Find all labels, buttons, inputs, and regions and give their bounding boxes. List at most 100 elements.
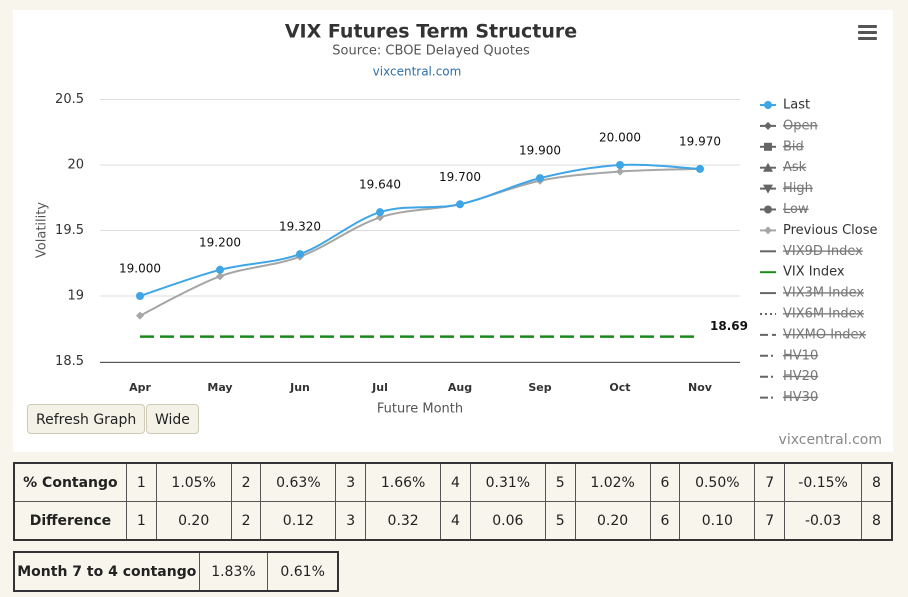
legend-label: HV20 <box>783 369 818 384</box>
table-cell: 8 <box>861 501 893 541</box>
table-cell: 1.66% <box>365 462 442 502</box>
legend-item[interactable]: VIX9D Index <box>760 244 863 259</box>
table-row: Month 7 to 4 contango 1.83% 0.61% <box>13 551 339 592</box>
x-axis-title: Future Month <box>377 402 463 417</box>
table-cell: Difference <box>13 501 127 541</box>
legend-label: VIXMO Index <box>783 327 866 342</box>
table-cell: 8 <box>861 462 893 502</box>
legend-marker <box>763 162 773 172</box>
point <box>296 250 304 259</box>
index-label: 18.69 <box>710 319 748 333</box>
table-cell: 2 <box>230 462 262 502</box>
point <box>456 200 464 209</box>
x-tick-label: Aug <box>448 381 472 394</box>
table-cell: 7 <box>754 501 786 541</box>
menu-icon[interactable] <box>858 25 877 40</box>
table-cell: 0.32 <box>365 501 442 541</box>
legend-label: High <box>783 181 813 196</box>
legend-item[interactable]: HV30 <box>760 390 818 405</box>
point <box>136 292 144 300</box>
table-cell: 0.10 <box>679 501 756 541</box>
legend-item[interactable]: HV10 <box>760 348 818 363</box>
legend-marker <box>764 226 772 235</box>
legend-item[interactable]: VIXMO Index <box>760 327 866 342</box>
legend-label: VIX Index <box>783 265 845 280</box>
legend-label: Previous Close <box>783 223 878 238</box>
button[interactable]: Refresh Graph <box>27 404 146 434</box>
data-label: 19.700 <box>439 170 481 184</box>
point <box>216 265 224 274</box>
table-cell: 5 <box>544 462 576 502</box>
month-table: Month 7 to 4 contango 1.83% 0.61% <box>13 551 339 592</box>
legend-marker <box>763 184 773 194</box>
data-label: 19.970 <box>679 134 721 148</box>
series-line <box>139 163 701 297</box>
legend-marker <box>764 101 772 109</box>
legend-label: Open <box>783 118 818 133</box>
table-cell: 7 <box>754 462 786 502</box>
legend-label: HV10 <box>783 348 818 363</box>
legend-item[interactable]: Open <box>760 118 818 133</box>
contango-table: % Contango 1 1.05% 2 0.63% 3 1.66% 4 0.31% 5 1.02%… <box>13 462 893 541</box>
table-cell: 4 <box>440 501 471 541</box>
data-label: 19.640 <box>359 178 401 192</box>
legend-item[interactable]: Previous Close <box>760 223 878 238</box>
chart-title: VIX Futures Term Structure <box>285 21 577 43</box>
source-link[interactable]: vixcentral.com <box>373 65 462 79</box>
data-label: 19.000 <box>119 262 161 276</box>
legend-label: Bid <box>783 139 804 154</box>
legend-item[interactable]: VIX6M Index <box>760 307 864 322</box>
credit: vixcentral.com <box>779 432 882 448</box>
x-tick-label: Jul <box>371 381 388 394</box>
chart: VIX Futures Term Structure Source: CBOE … <box>13 10 893 452</box>
data-label: 19.320 <box>279 220 321 234</box>
table-cell: Month 7 to 4 contango <box>13 551 200 592</box>
legend-item[interactable]: VIX3M Index <box>760 286 864 301</box>
table-cell: 0.63% <box>260 462 337 502</box>
legend-item[interactable]: HV20 <box>760 369 818 384</box>
x-tick-label: Nov <box>688 381 713 394</box>
legend-item[interactable]: Low <box>760 202 809 217</box>
table-cell: 1 <box>125 501 157 541</box>
table-cell: % Contango <box>13 462 127 502</box>
legend-label: VIX6M Index <box>783 307 864 322</box>
x-tick-label: Jun <box>289 381 310 394</box>
legend-item[interactable]: Bid <box>760 139 804 154</box>
y-tick-label: 18.5 <box>55 354 84 369</box>
legend-marker <box>764 121 772 130</box>
table-cell: 3 <box>335 501 367 541</box>
legend-item[interactable]: Last <box>760 98 810 113</box>
y-tick-label: 19 <box>67 289 84 304</box>
legend-item[interactable]: VIX Index <box>760 265 845 280</box>
x-tick-label: Apr <box>129 381 151 394</box>
point <box>616 167 624 176</box>
data-label: 19.200 <box>199 235 241 249</box>
point <box>376 208 384 217</box>
legend-label: VIX9D Index <box>783 244 863 259</box>
button[interactable]: Wide <box>146 404 199 434</box>
table-cell: 2 <box>230 501 262 541</box>
data-label: 20.000 <box>599 131 641 145</box>
table-cell: 4 <box>440 462 471 502</box>
legend-item[interactable]: Ask <box>760 160 807 175</box>
table-cell: 0.12 <box>260 501 337 541</box>
x-tick-label: Oct <box>609 381 630 394</box>
table-cell: -0.15% <box>784 462 862 502</box>
table-cell: 1 <box>125 462 157 502</box>
legend-label: HV30 <box>783 390 818 405</box>
table-cell: 3 <box>335 462 367 502</box>
y-axis-title: Volatility <box>35 202 50 258</box>
table-cell: 1.83% <box>198 551 269 592</box>
table-cell: -0.03 <box>784 501 862 541</box>
x-tick-label: Sep <box>528 381 551 394</box>
table-cell: 6 <box>649 501 681 541</box>
table-cell: 5 <box>544 501 576 541</box>
table-cell: 0.50% <box>679 462 756 502</box>
point <box>136 311 144 320</box>
chart-subtitle: Source: CBOE Delayed Quotes <box>332 44 530 59</box>
legend-item[interactable]: High <box>760 181 813 196</box>
x-tick-label: May <box>207 381 232 394</box>
y-tick-label: 20.5 <box>55 92 84 107</box>
table-row: % Contango 1 1.05% 2 0.63% 3 1.66% 4 0.31% 5 1.02%… <box>13 462 893 502</box>
